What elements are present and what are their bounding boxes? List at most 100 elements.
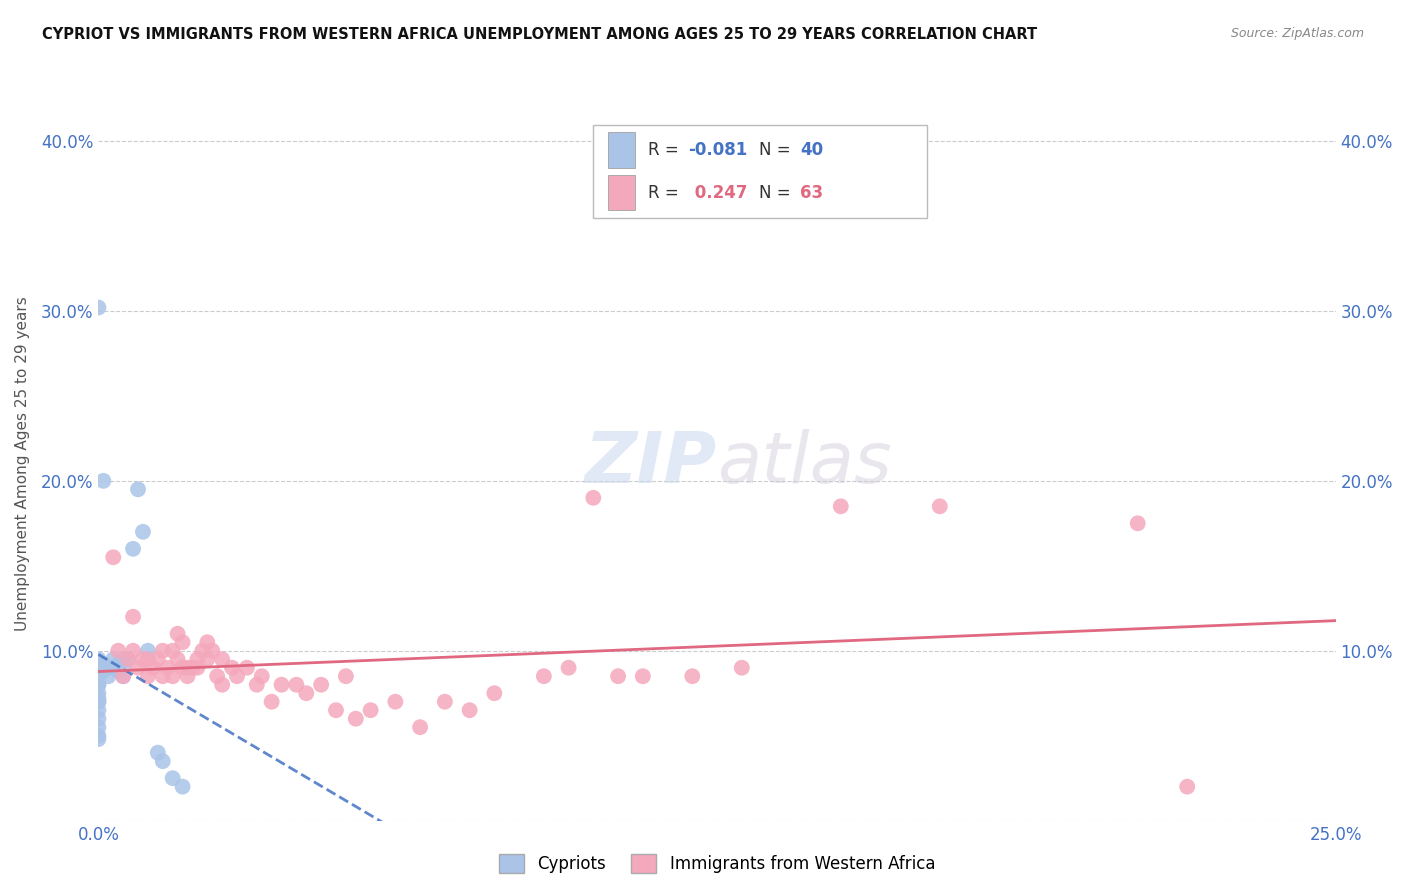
- Point: [582, 491, 605, 505]
- Point: [136, 644, 159, 658]
- Point: [270, 678, 292, 692]
- Text: atlas: atlas: [717, 429, 891, 499]
- Point: [97, 661, 120, 675]
- Bar: [609, 175, 636, 211]
- Bar: [593, 125, 928, 218]
- Point: [122, 644, 145, 658]
- Point: [87, 661, 110, 675]
- Point: [172, 661, 194, 675]
- Text: R =: R =: [648, 184, 683, 202]
- Point: [127, 483, 149, 497]
- Point: [87, 678, 110, 692]
- Point: [176, 661, 198, 675]
- Point: [112, 652, 135, 666]
- Point: [191, 644, 214, 658]
- Point: [93, 657, 115, 672]
- Point: [122, 609, 145, 624]
- Point: [156, 661, 179, 675]
- Point: [87, 678, 110, 692]
- Point: [176, 669, 198, 683]
- Point: [87, 720, 110, 734]
- Point: [221, 661, 243, 675]
- Point: [162, 669, 184, 683]
- Text: Source: ZipAtlas.com: Source: ZipAtlas.com: [1230, 27, 1364, 40]
- Text: R =: R =: [648, 141, 683, 159]
- Text: 40: 40: [800, 141, 823, 159]
- Point: [458, 703, 481, 717]
- Point: [1175, 780, 1198, 794]
- Point: [87, 657, 110, 672]
- Point: [186, 661, 208, 675]
- Point: [136, 669, 159, 683]
- Point: [87, 669, 110, 683]
- Point: [186, 652, 208, 666]
- Point: [325, 703, 347, 717]
- Point: [731, 661, 754, 675]
- Point: [205, 669, 228, 683]
- Point: [409, 720, 432, 734]
- Point: [211, 652, 233, 666]
- Point: [152, 644, 174, 658]
- Bar: [609, 132, 636, 168]
- Point: [93, 664, 115, 678]
- Point: [146, 746, 169, 760]
- Point: [107, 664, 129, 678]
- Point: [335, 669, 357, 683]
- Point: [87, 729, 110, 743]
- Point: [87, 691, 110, 706]
- Point: [162, 771, 184, 785]
- Point: [195, 652, 218, 666]
- Point: [631, 669, 654, 683]
- Point: [830, 500, 852, 514]
- Point: [344, 712, 367, 726]
- Point: [236, 661, 259, 675]
- Point: [928, 500, 950, 514]
- Point: [103, 661, 125, 675]
- Point: [87, 732, 110, 747]
- Point: [181, 661, 204, 675]
- Point: [201, 644, 224, 658]
- Point: [142, 661, 165, 675]
- Point: [484, 686, 506, 700]
- Point: [87, 686, 110, 700]
- Point: [112, 661, 135, 675]
- Point: [166, 652, 188, 666]
- Point: [384, 695, 406, 709]
- Point: [172, 635, 194, 649]
- Point: [87, 301, 110, 315]
- Point: [107, 657, 129, 672]
- Point: [360, 703, 382, 717]
- Point: [112, 669, 135, 683]
- Point: [112, 669, 135, 683]
- Point: [87, 669, 110, 683]
- Point: [533, 669, 555, 683]
- Text: N =: N =: [759, 141, 796, 159]
- Text: 63: 63: [800, 184, 823, 202]
- Text: ZIP: ZIP: [585, 429, 717, 499]
- Point: [117, 652, 139, 666]
- Point: [557, 661, 579, 675]
- Y-axis label: Unemployment Among Ages 25 to 29 years: Unemployment Among Ages 25 to 29 years: [15, 296, 30, 632]
- Text: N =: N =: [759, 184, 796, 202]
- Point: [146, 652, 169, 666]
- Point: [132, 652, 155, 666]
- Point: [433, 695, 456, 709]
- Point: [246, 678, 269, 692]
- Point: [211, 678, 233, 692]
- Point: [103, 652, 125, 666]
- Legend: Cypriots, Immigrants from Western Africa: Cypriots, Immigrants from Western Africa: [492, 847, 942, 880]
- Point: [1126, 516, 1149, 531]
- Point: [97, 669, 120, 683]
- Point: [107, 644, 129, 658]
- Point: [117, 652, 139, 666]
- Text: -0.081: -0.081: [689, 141, 748, 159]
- Point: [260, 695, 283, 709]
- Point: [122, 541, 145, 556]
- Point: [166, 626, 188, 640]
- Point: [226, 669, 249, 683]
- Point: [127, 661, 149, 675]
- Point: [103, 550, 125, 565]
- Text: CYPRIOT VS IMMIGRANTS FROM WESTERN AFRICA UNEMPLOYMENT AMONG AGES 25 TO 29 YEARS: CYPRIOT VS IMMIGRANTS FROM WESTERN AFRIC…: [42, 27, 1038, 42]
- Point: [152, 754, 174, 768]
- Point: [681, 669, 703, 683]
